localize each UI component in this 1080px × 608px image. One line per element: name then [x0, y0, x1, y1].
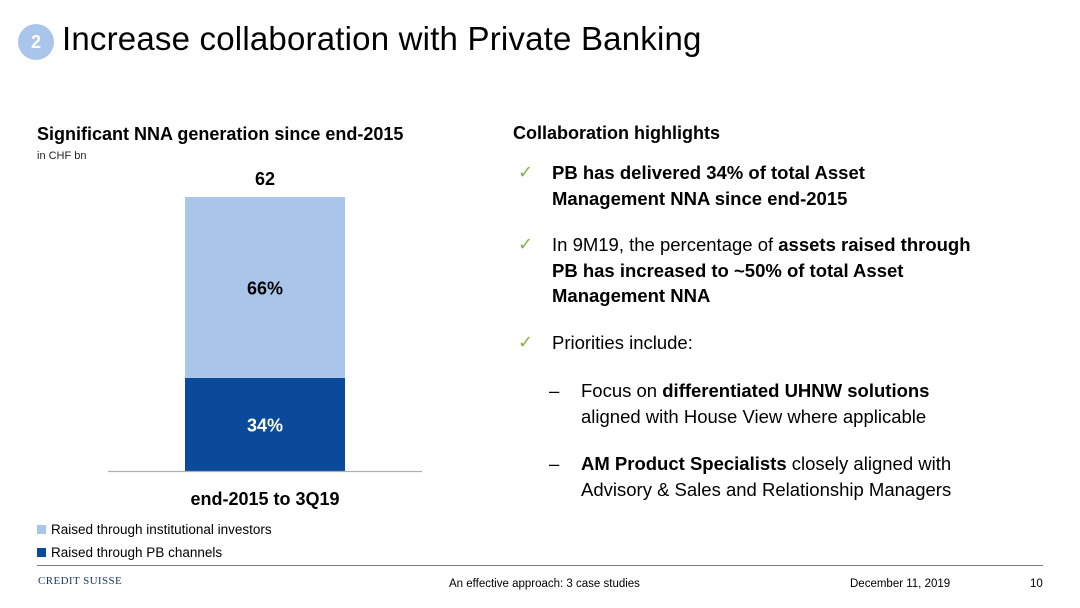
- bar-total-label: 62: [255, 169, 275, 189]
- bullet-2-line-2: PB has increased to ~50% of total Asset: [552, 259, 904, 281]
- x-category-label: end-2015 to 3Q19: [190, 489, 339, 509]
- legend-item-institutional: Raised through institutional investors: [37, 522, 272, 537]
- highlights-title: Collaboration highlights: [513, 123, 720, 143]
- check-icon: ✓: [518, 234, 534, 254]
- page-title: Increase collaboration with Private Bank…: [62, 20, 702, 57]
- credit-suisse-logo: CREDIT SUISSE: [38, 575, 123, 587]
- legend-label-pb: Raised through PB channels: [51, 545, 223, 560]
- bar-segment-label-1: 66%: [247, 278, 283, 298]
- page-number: 10: [1030, 578, 1043, 590]
- footer-divider: [37, 565, 1043, 566]
- bullet-2-line-3: Management NNA: [552, 285, 711, 306]
- check-icon: ✓: [518, 332, 534, 352]
- chart-title: Significant NNA generation since end-201…: [37, 124, 404, 144]
- nna-stacked-bar-chart: 34% 66% 62 end-2015 to 3Q19: [108, 169, 422, 509]
- bullet-2-line-1: In 9M19, the percentage of assets raised…: [552, 234, 971, 255]
- dash-icon: –: [549, 380, 560, 401]
- bar-segment-0: [185, 377, 345, 471]
- bullet-1-line-2: Management NNA since end-2015: [552, 187, 848, 209]
- priority-2-line-2: Advisory & Sales and Relationship Manage…: [581, 478, 952, 500]
- bullet-3-line-1: Priorities include:: [552, 332, 693, 353]
- legend-swatch-pb: [37, 548, 46, 557]
- dash-icon: –: [549, 453, 560, 474]
- legend-swatch-institutional: [37, 525, 46, 534]
- bar-segment-1: [185, 197, 345, 378]
- legend-item-pb: Raised through PB channels: [37, 545, 222, 560]
- priority-2-line-1: AM Product Specialists closely aligned w…: [581, 453, 952, 474]
- section-number-badge: 2: [18, 24, 54, 60]
- footer-caption: An effective approach: 3 case studies: [449, 578, 640, 590]
- bullet-1-line-1: PB has delivered 34% of total Asset: [552, 162, 865, 183]
- chart-unit: in CHF bn: [37, 150, 87, 162]
- footer-date: December 11, 2019: [850, 578, 951, 590]
- priority-1-line-2: aligned with House View where applicable: [581, 405, 927, 427]
- legend-label-institutional: Raised through institutional investors: [51, 522, 272, 537]
- priority-1-line-1: Focus on differentiated UHNW solutions: [581, 380, 930, 401]
- bar-segment-label-0: 34%: [247, 415, 283, 435]
- check-icon: ✓: [518, 162, 534, 182]
